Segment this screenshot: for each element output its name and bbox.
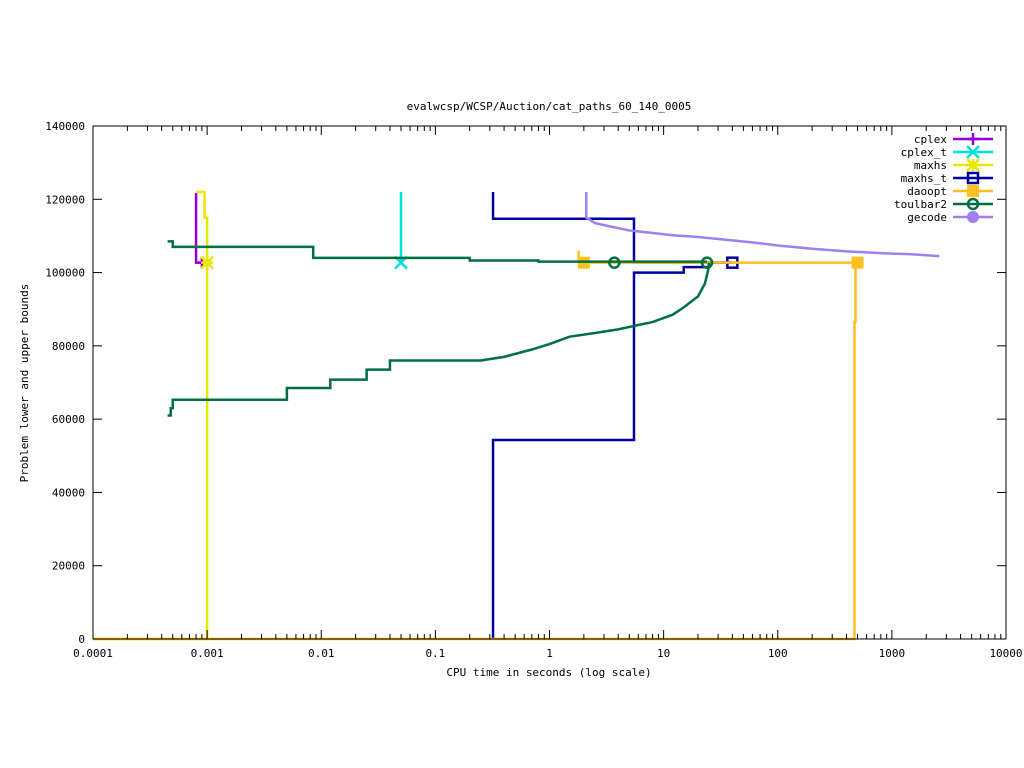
series-gecode	[585, 191, 940, 258]
legend-swatch-marker	[967, 211, 979, 223]
legend-swatch-marker	[966, 171, 980, 185]
series-toulbar2	[167, 240, 714, 417]
legend-swatch-marker	[966, 197, 980, 211]
x-tick-label: 10000	[989, 647, 1022, 660]
legend-swatch-marker	[966, 158, 980, 172]
legend-swatch-marker	[967, 133, 979, 145]
x-tick-label: 0.1	[425, 647, 445, 660]
x-tick-label: 10	[657, 647, 670, 660]
chart-title: evalwcsp/WCSP/Auction/cat_paths_60_140_0…	[407, 100, 692, 113]
x-axis-label: CPU time in seconds (log scale)	[446, 666, 651, 679]
y-axis-label: Problem lower and upper bounds	[18, 284, 31, 483]
plot-border	[92, 125, 1007, 640]
x-tick-label: 0.0001	[73, 647, 113, 660]
legend-entry-cplex_t: cplex_t	[901, 145, 993, 159]
y-tick-label: 100000	[45, 267, 85, 280]
x-tick-label: 1	[546, 647, 553, 660]
legend-swatch-marker	[967, 185, 979, 197]
legend-entry-maxhs: maxhs	[914, 158, 993, 172]
y-tick-label: 40000	[52, 486, 85, 499]
x-tick-label: 1000	[879, 647, 906, 660]
legend-entry-daoopt: daoopt	[907, 185, 993, 198]
legend-label: cplex_t	[901, 146, 947, 159]
legend-label: gecode	[907, 211, 947, 224]
series-cplex-upper-bound-line	[194, 193, 202, 264]
legend-label: cplex	[914, 133, 947, 146]
y-tick-label: 120000	[45, 193, 85, 206]
legend-entry-cplex: cplex	[914, 133, 993, 146]
series-toulbar2-upper-bound-line	[167, 240, 708, 263]
legend-label: maxhs	[914, 159, 947, 172]
axes: 0.0001 0.001 0.01 0.1 1 10 100 1000 100000200004…	[45, 120, 1022, 660]
series-gecode-upper-bound-line	[585, 191, 940, 258]
x-tick-label: 100	[768, 647, 788, 660]
series-toulbar2-point	[608, 256, 621, 269]
legend-label: daoopt	[907, 185, 947, 198]
series-daoopt-point	[851, 256, 864, 269]
plot-area	[93, 190, 940, 641]
legend-swatch-marker	[966, 145, 980, 159]
legend-entry-gecode: gecode	[907, 211, 993, 224]
series-maxhs-lower-bound-line	[93, 262, 209, 641]
legend-entry-toulbar2: toulbar2	[894, 197, 993, 211]
y-tick-label: 60000	[52, 413, 85, 426]
series-toulbar2-point	[700, 256, 714, 269]
series-maxhs-point	[200, 255, 215, 270]
y-tick-label: 20000	[52, 560, 85, 573]
x-tick-label: 0.01	[308, 647, 335, 660]
legend: cplexcplex_tmaxhsmaxhs_tdaoopttoulbar2ge…	[894, 133, 993, 224]
x-tick-label: 0.001	[191, 647, 224, 660]
legend-label: maxhs_t	[901, 172, 947, 185]
series-maxhs_t-lower-bound-line	[491, 261, 733, 639]
series-toulbar2-lower-bound-line	[167, 262, 711, 417]
series-daoopt	[93, 250, 864, 641]
series-maxhs-upper-bound-line	[196, 190, 209, 263]
y-tick-label: 80000	[52, 340, 85, 353]
y-tick-label: 0	[78, 633, 85, 646]
legend-entry-maxhs_t: maxhs_t	[901, 171, 993, 185]
legend-label: toulbar2	[894, 198, 947, 211]
y-tick-label: 140000	[45, 120, 85, 133]
